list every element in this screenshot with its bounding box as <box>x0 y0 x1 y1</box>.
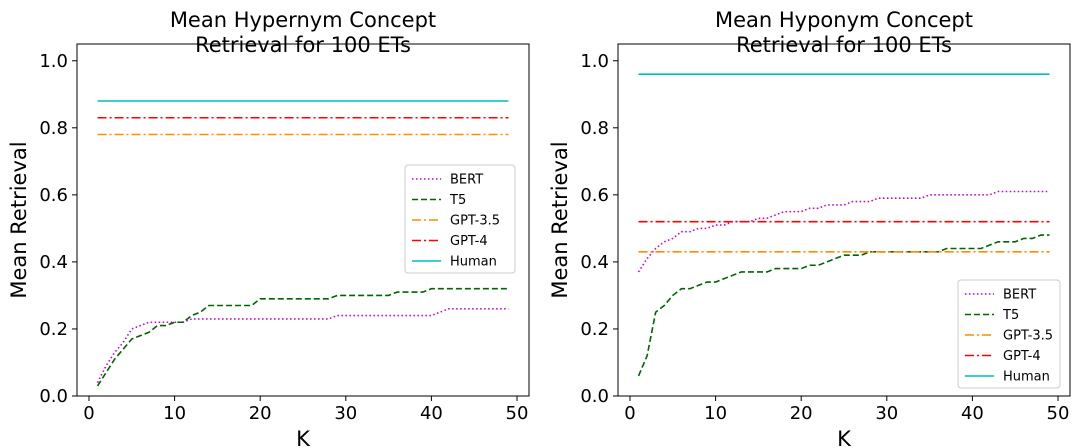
legend: BERT T5 GPT-3.5 GPT-4 Human <box>957 279 1061 389</box>
legend-label: Human <box>1003 370 1050 385</box>
legend-label: GPT-3.5 <box>450 214 500 229</box>
legend-label: Human <box>450 255 497 270</box>
legend-box <box>957 279 1061 389</box>
x-axis-label: K <box>296 427 311 448</box>
y-tick-label: 1.0 <box>39 51 68 72</box>
legend-label: T5 <box>449 193 466 208</box>
x-tick-label: 0 <box>83 403 94 424</box>
legend: BERT T5 GPT-3.5 GPT-4 Human <box>404 164 516 274</box>
y-tick-label: 0.6 <box>39 185 68 206</box>
x-tick-label: 20 <box>790 403 813 424</box>
legend-label: BERT <box>1003 288 1036 303</box>
x-tick-label: 10 <box>163 403 186 424</box>
x-axis-label: K <box>837 427 852 448</box>
x-tick-label: 10 <box>704 403 727 424</box>
legend-label: T5 <box>1002 308 1019 323</box>
plot-area <box>96 100 509 387</box>
y-tick-label: 0.4 <box>39 252 68 273</box>
axes-frame <box>617 43 1071 397</box>
y-tick-label: 0.2 <box>580 319 609 340</box>
axes-frame <box>76 43 530 397</box>
legend-label: GPT-3.5 <box>1003 329 1053 344</box>
x-tick-label: 0 <box>624 403 635 424</box>
series-line-bert <box>96 308 509 383</box>
y-axis-label: Mean Retrieval <box>548 141 572 298</box>
x-tick-label: 40 <box>961 403 984 424</box>
series-line-t5 <box>96 287 509 387</box>
x-tick-label: 30 <box>334 403 357 424</box>
y-tick-label: 1.0 <box>580 51 609 72</box>
y-axis-label: Mean Retrieval <box>7 141 31 298</box>
y-tick-label: 0.0 <box>39 386 68 407</box>
chart-title: Mean Hyponym Concept <box>715 8 973 32</box>
plot-area <box>637 73 1050 377</box>
chart-title: Mean Hypernym Concept <box>170 8 436 32</box>
legend-label: GPT-4 <box>450 234 488 249</box>
y-tick-label: 0.4 <box>580 252 609 273</box>
series-line-bert <box>637 190 1050 273</box>
legend-label: BERT <box>450 173 483 188</box>
x-tick-label: 50 <box>1047 403 1070 424</box>
y-tick-label: 0.8 <box>39 118 68 139</box>
chart-title: Retrieval for 100 ETs <box>736 33 952 57</box>
legend-box <box>404 164 516 274</box>
y-tick-label: 0.2 <box>39 319 68 340</box>
series-line-t5 <box>637 234 1050 377</box>
y-tick-label: 0.8 <box>580 118 609 139</box>
x-tick-label: 40 <box>420 403 443 424</box>
chart-title: Retrieval for 100 ETs <box>195 33 411 57</box>
y-tick-label: 0.6 <box>580 185 609 206</box>
x-tick-label: 30 <box>875 403 898 424</box>
legend-label: GPT-4 <box>1003 349 1041 364</box>
y-tick-label: 0.0 <box>580 386 609 407</box>
x-tick-label: 50 <box>506 403 529 424</box>
x-tick-label: 20 <box>249 403 272 424</box>
